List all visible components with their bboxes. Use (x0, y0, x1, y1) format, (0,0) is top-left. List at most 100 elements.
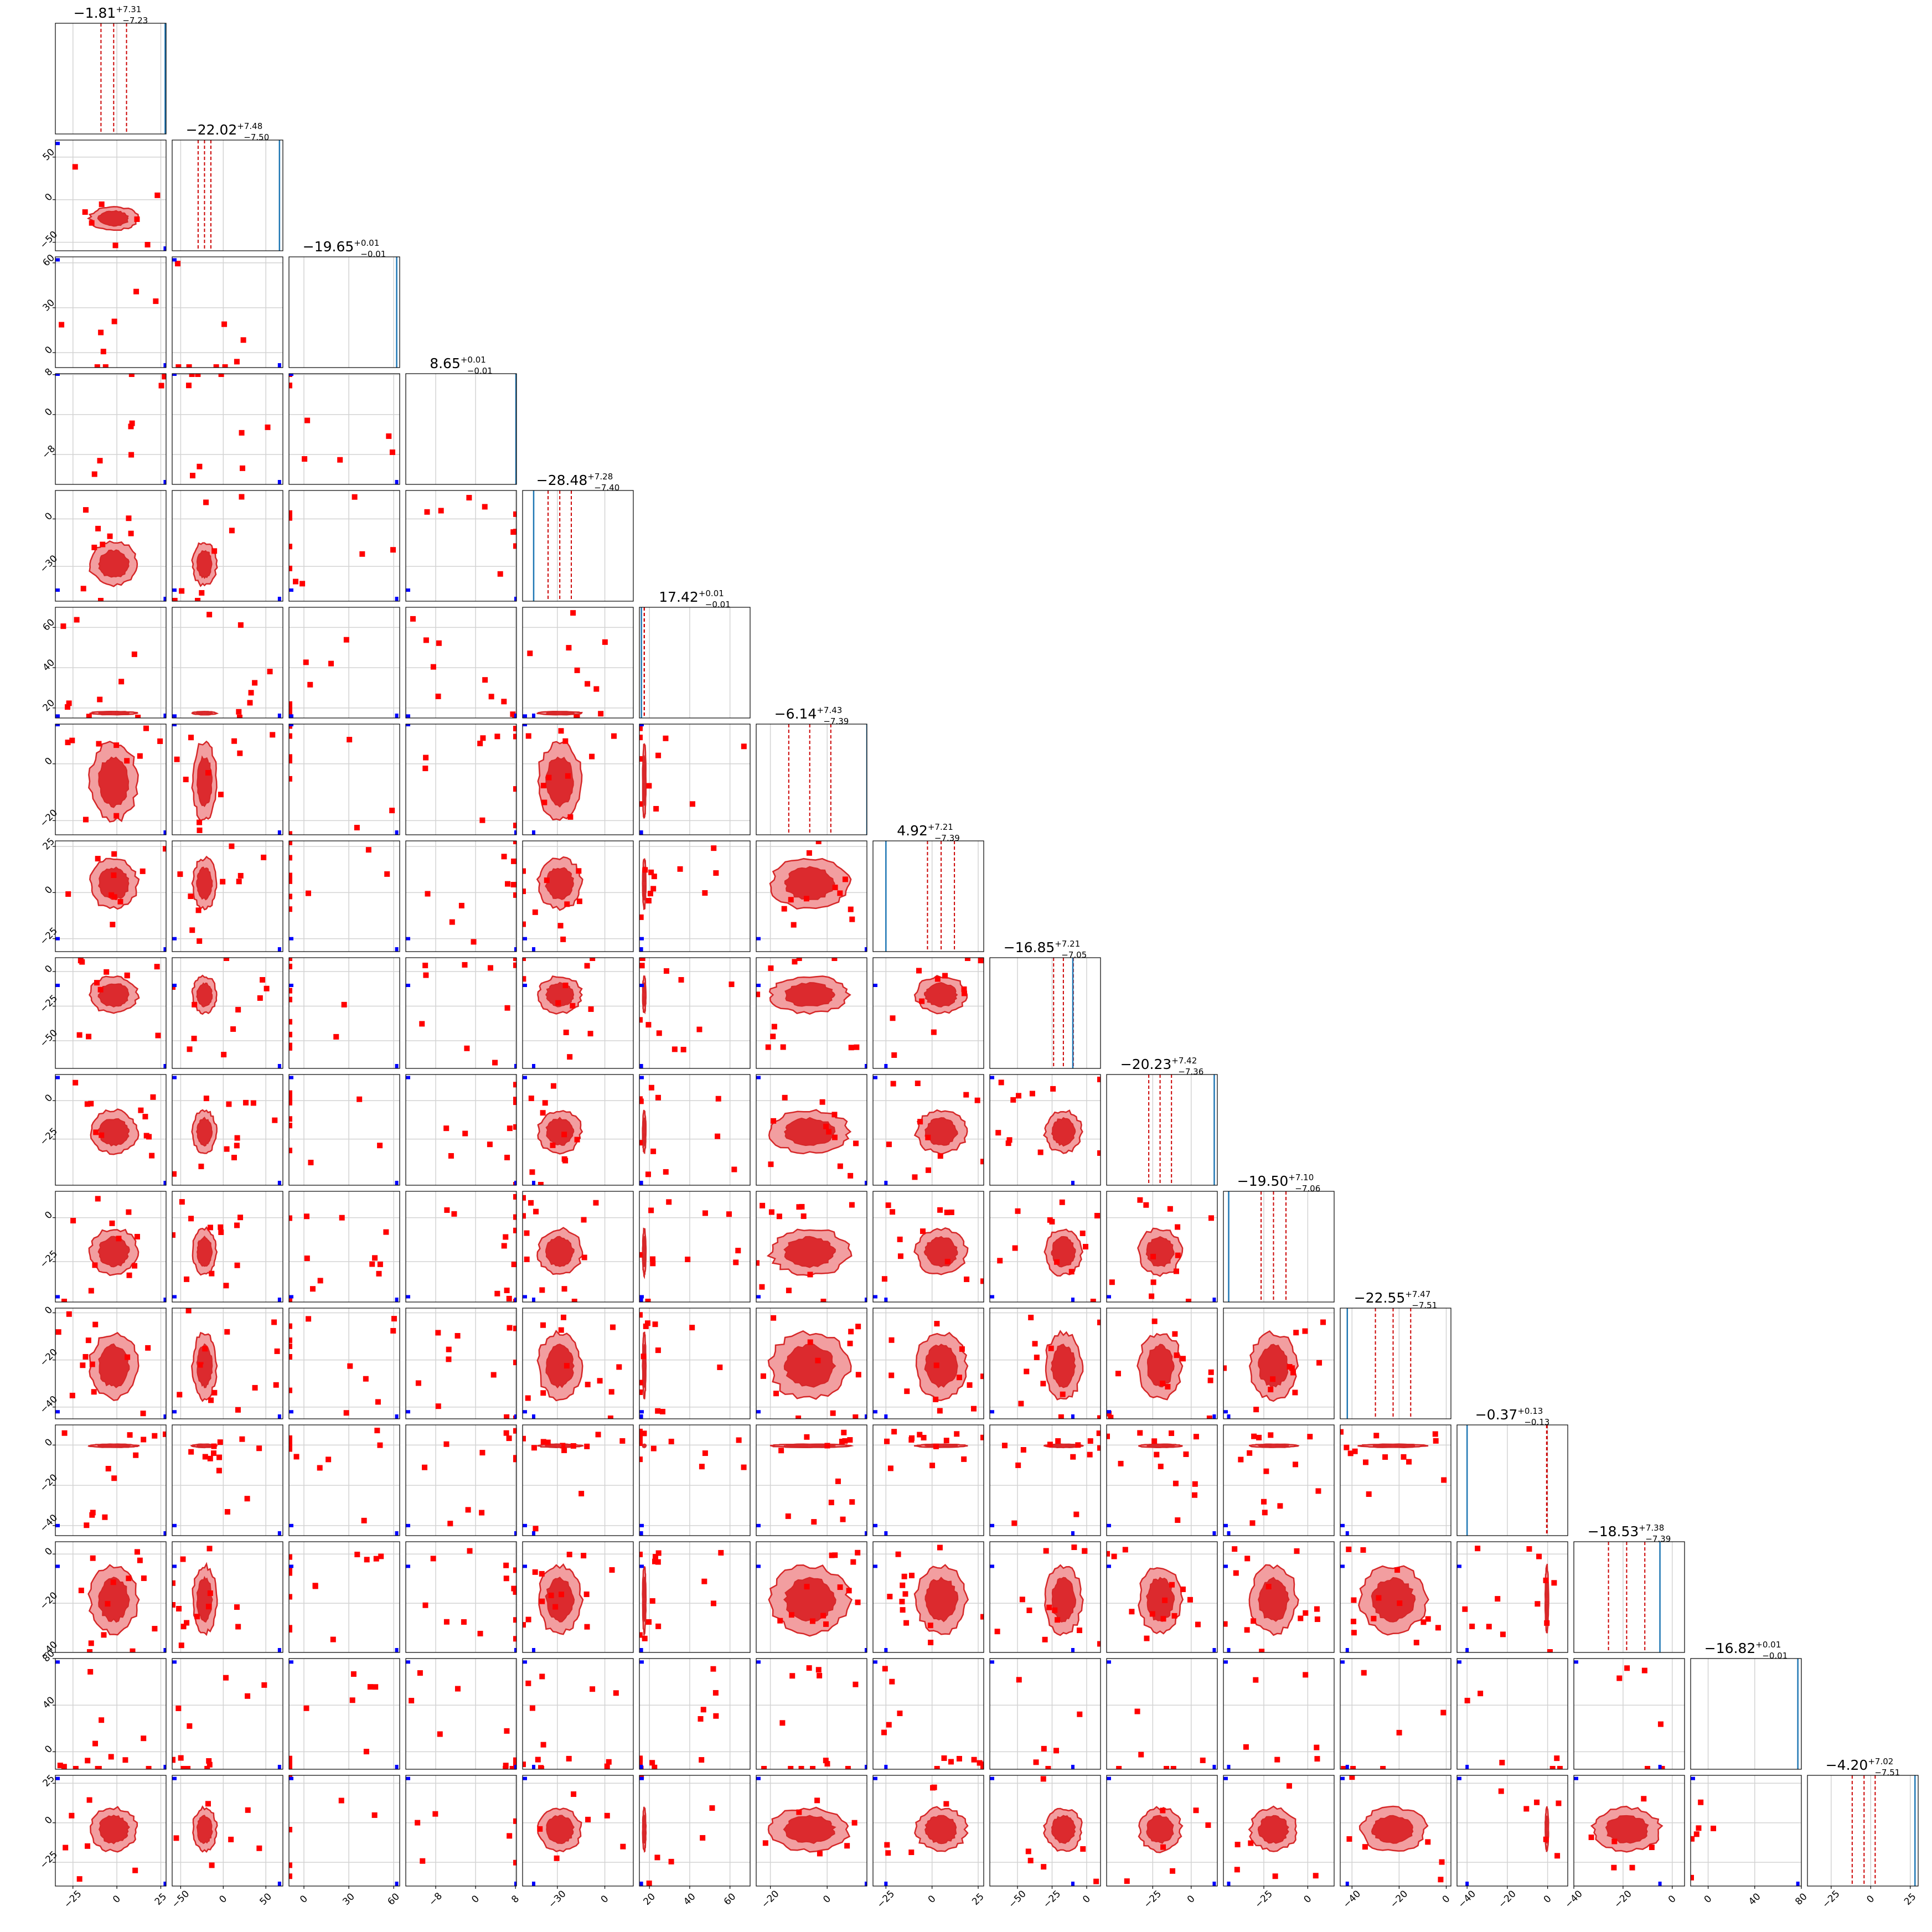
outlier-point (937, 1153, 943, 1159)
panel-9-5 (639, 1075, 750, 1185)
outlier-point (523, 1435, 526, 1442)
outlier-point (663, 968, 669, 974)
outlier-point (503, 1766, 509, 1769)
outlier-point (934, 1766, 940, 1769)
outlier-point (525, 1616, 531, 1623)
truth-marker (289, 1410, 293, 1414)
truth-marker (163, 1414, 166, 1419)
panel-frame (1223, 1191, 1335, 1303)
outlier-point (817, 1851, 823, 1857)
outlier-point (513, 1325, 516, 1331)
outlier-point (449, 919, 455, 925)
outlier-point (959, 1346, 965, 1352)
outlier-point (487, 965, 493, 971)
outlier-point (853, 1681, 859, 1687)
panel-frame (55, 490, 167, 602)
truth-marker (514, 1181, 516, 1185)
truth-marker (172, 1523, 177, 1527)
outlier-point (482, 504, 488, 510)
panel-frame (1223, 1658, 1335, 1770)
truth-marker (514, 714, 516, 718)
outlier-point (509, 1766, 515, 1769)
panel-15-5 (639, 1775, 750, 1886)
panel-frame (288, 957, 400, 1069)
outlier-point (237, 1215, 244, 1221)
panel-7-4 (523, 841, 633, 952)
outlier-point (454, 1686, 461, 1692)
outlier-point (560, 936, 566, 942)
outlier-point (204, 1766, 210, 1769)
outlier-point (443, 1441, 450, 1447)
outlier-point (765, 1044, 771, 1050)
outlier-point (778, 1448, 784, 1454)
outlier-point (901, 1573, 907, 1579)
outlier-point (1109, 1279, 1115, 1285)
x-tick-label: 0 (1081, 1893, 1093, 1905)
contour-inner (1146, 1770, 1172, 1773)
outlier-point (961, 990, 967, 996)
truth-marker (639, 1523, 644, 1527)
panel-frame (172, 1424, 283, 1536)
outlier-point (377, 1442, 383, 1448)
outlier-point (1232, 1546, 1238, 1552)
outlier-point (213, 364, 219, 368)
outlier-point (1433, 1438, 1439, 1444)
outlier-point (884, 1842, 890, 1848)
outlier-point (921, 1434, 927, 1440)
outlier-point (1150, 1253, 1156, 1259)
outlier-point (964, 958, 970, 961)
panel-14-12 (1457, 1659, 1568, 1769)
outlier-point (218, 1229, 224, 1235)
title-median: 8.65 (430, 355, 461, 371)
contour-inner (99, 381, 130, 383)
outlier-point (503, 1575, 509, 1582)
outlier-point (1293, 1330, 1299, 1336)
median-point (273, 562, 276, 566)
outlier-point (513, 1194, 516, 1200)
outlier-point (1018, 1401, 1024, 1407)
truth-marker (865, 1648, 867, 1652)
median-point (517, 1444, 520, 1448)
outlier-point (710, 1666, 716, 1672)
outlier-point (1154, 1451, 1160, 1458)
outlier-point (652, 1558, 658, 1564)
outlier-point (187, 1723, 193, 1729)
median-point (1392, 1770, 1395, 1773)
outlier-point (373, 1556, 379, 1562)
truth-marker (163, 1765, 166, 1769)
contour-outer (517, 1228, 520, 1275)
truth-marker (163, 947, 166, 952)
outlier-point (1425, 1616, 1431, 1622)
outlier-point (967, 1382, 973, 1388)
median-point (1272, 1827, 1275, 1831)
x-tick-label: −20 (1496, 1888, 1518, 1910)
truth-marker (1574, 1776, 1578, 1780)
outlier-point (289, 1570, 292, 1576)
panel-frame (288, 1074, 400, 1186)
outlier-point (447, 1521, 453, 1527)
outlier-point (995, 1130, 1001, 1136)
outlier-point (820, 1299, 826, 1302)
truth-marker (163, 1064, 166, 1068)
panel-frame (639, 1191, 751, 1303)
title-median: −0.37 (1475, 1407, 1518, 1423)
outlier-point (272, 1117, 278, 1123)
x-tick-label: −40 (1456, 1888, 1478, 1910)
outlier-point (513, 892, 516, 898)
outlier-point (102, 364, 109, 368)
outlier-point (571, 1299, 577, 1302)
outlier-point (422, 963, 428, 969)
outlier-point (574, 667, 580, 673)
outlier-point (218, 374, 224, 377)
diag-panel-4-4 (533, 490, 606, 601)
outlier-point (90, 1555, 96, 1561)
truth-marker (1107, 1523, 1111, 1527)
outlier-point (1097, 1150, 1101, 1156)
outlier-point (390, 1327, 396, 1334)
outlier-point (98, 329, 104, 335)
outlier-point (1251, 1618, 1257, 1624)
median-point (1061, 1250, 1065, 1254)
outlier-point (680, 1046, 686, 1052)
panel-10-4 (523, 1191, 633, 1302)
panel-frame (55, 840, 167, 952)
